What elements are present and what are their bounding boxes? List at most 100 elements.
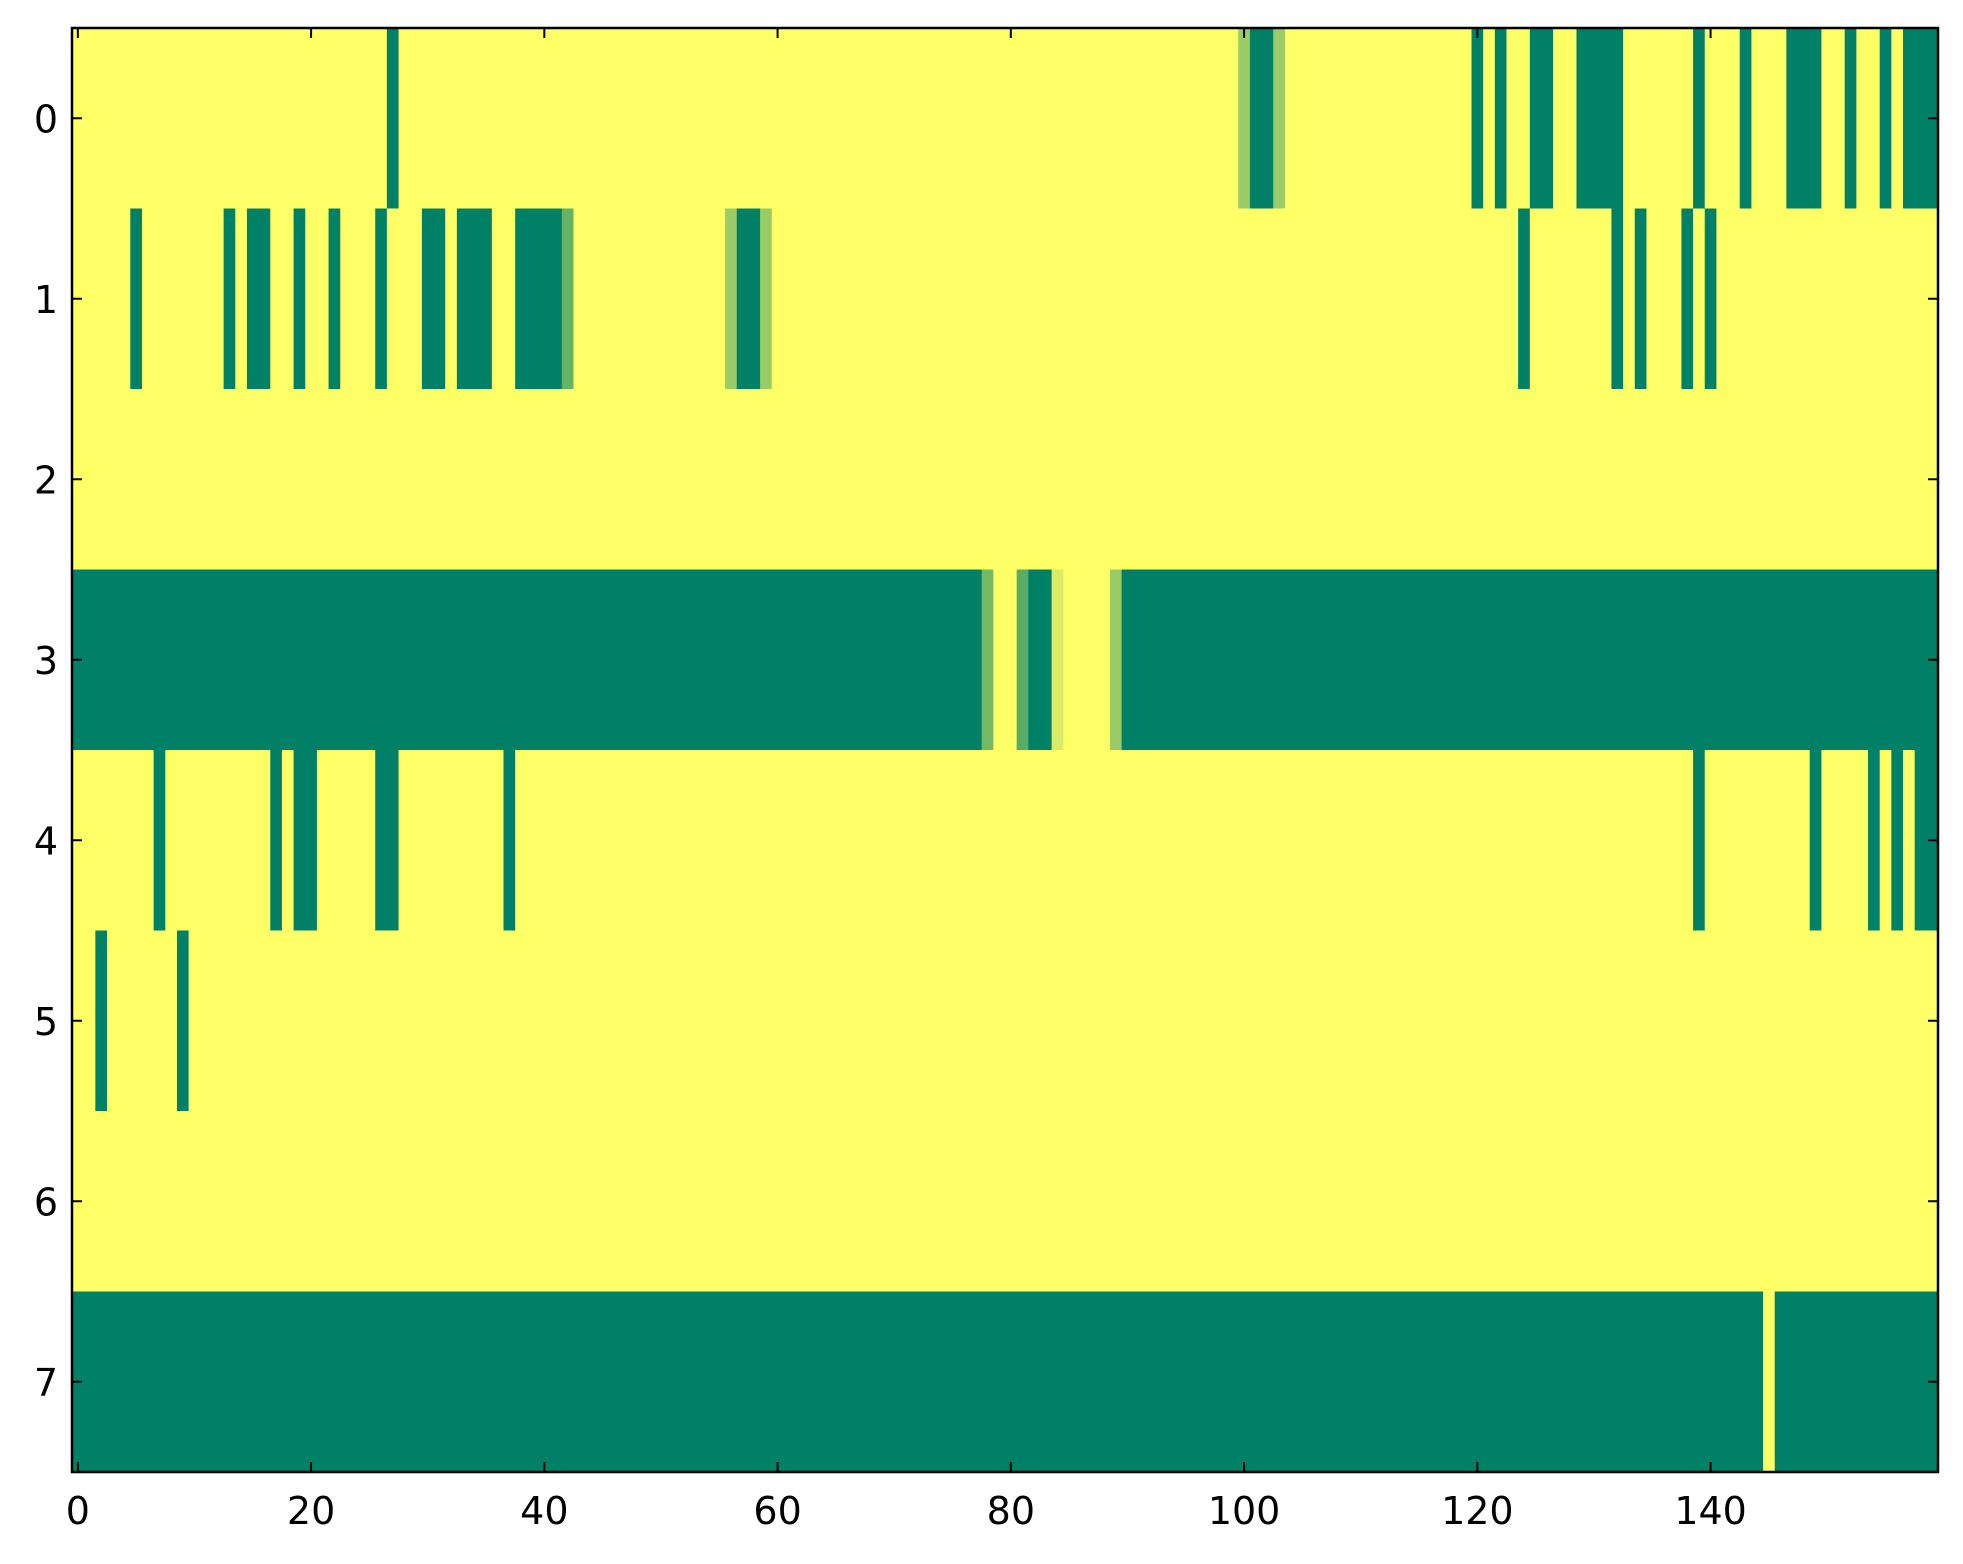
cell <box>468 569 481 751</box>
cell <box>561 208 575 390</box>
cell <box>141 389 155 571</box>
cell <box>83 930 96 1112</box>
cell <box>1261 569 1274 751</box>
cell <box>1308 1291 1321 1473</box>
cell <box>550 1111 563 1293</box>
cell <box>1529 569 1543 751</box>
cell <box>841 750 854 932</box>
cell <box>853 750 866 932</box>
cell <box>1763 208 1776 390</box>
cell <box>1296 208 1309 390</box>
cell <box>1296 569 1309 751</box>
cell <box>1763 569 1776 751</box>
cell <box>1016 930 1029 1112</box>
cell <box>1191 750 1204 932</box>
cell <box>1133 28 1146 210</box>
cell <box>701 1111 715 1293</box>
cell <box>1763 1291 1776 1473</box>
cell <box>200 208 213 390</box>
cell <box>1821 1291 1834 1473</box>
cell <box>1599 750 1613 932</box>
cell <box>340 28 353 210</box>
y-tick-label: 7 <box>34 1361 58 1405</box>
cell <box>270 1111 283 1293</box>
cell <box>1856 1111 1869 1293</box>
cell <box>1821 28 1834 210</box>
cell <box>1529 389 1543 571</box>
cell <box>1448 569 1461 751</box>
cell <box>1343 1111 1356 1293</box>
cell <box>748 569 761 751</box>
cell <box>83 208 96 390</box>
y-tick-label: 4 <box>34 819 58 863</box>
cell <box>316 1111 330 1293</box>
cell <box>865 569 878 751</box>
cell <box>433 28 446 210</box>
cell <box>1763 389 1776 571</box>
cell <box>340 208 353 390</box>
cell <box>666 750 680 932</box>
cell <box>573 28 586 210</box>
cell <box>760 930 773 1112</box>
cell <box>491 930 505 1112</box>
cell <box>1844 1291 1857 1473</box>
cell <box>596 930 610 1112</box>
cell <box>1809 389 1822 571</box>
cell <box>970 208 983 390</box>
cell <box>1179 1111 1193 1293</box>
cell <box>1098 389 1111 571</box>
cell <box>1051 208 1064 390</box>
cell <box>1156 208 1169 390</box>
cell <box>1319 750 1333 932</box>
cell <box>480 930 493 1112</box>
cell <box>1588 1111 1601 1293</box>
cell <box>468 1291 481 1473</box>
cell <box>608 569 621 751</box>
cell <box>1716 930 1729 1112</box>
cell <box>293 28 306 210</box>
cell <box>596 750 610 932</box>
cell <box>1518 1111 1531 1293</box>
cell <box>900 389 913 571</box>
cell <box>771 1291 785 1473</box>
cell <box>1891 389 1904 571</box>
cell <box>643 28 656 210</box>
cell <box>375 389 388 571</box>
cell <box>1144 1111 1158 1293</box>
cell <box>1704 1291 1718 1473</box>
cell <box>1413 569 1426 751</box>
cell <box>130 389 143 571</box>
cell <box>351 208 365 390</box>
cell <box>1238 569 1251 751</box>
cell <box>1028 1291 1041 1473</box>
cell <box>1693 28 1706 210</box>
cell <box>433 389 446 571</box>
cell <box>818 750 831 932</box>
cell <box>1378 750 1391 932</box>
cell <box>1261 930 1274 1112</box>
cell <box>1098 1111 1111 1293</box>
cell <box>1436 750 1449 932</box>
cell <box>398 750 411 932</box>
cell <box>806 930 819 1112</box>
cell <box>748 930 761 1112</box>
cell <box>363 208 376 390</box>
cell <box>1564 750 1578 932</box>
cell <box>1354 1291 1368 1473</box>
cell <box>853 28 866 210</box>
cell <box>1354 208 1368 390</box>
cell <box>1844 930 1857 1112</box>
cell <box>1774 28 1787 210</box>
cell <box>1296 389 1309 571</box>
y-tick-label: 2 <box>34 458 58 502</box>
cell <box>573 1111 586 1293</box>
cell <box>1634 28 1648 210</box>
cell <box>1378 930 1391 1112</box>
cell <box>1868 208 1881 390</box>
cell <box>1203 208 1216 390</box>
cell <box>1413 389 1426 571</box>
cell <box>1284 1111 1298 1293</box>
cell <box>1109 389 1123 571</box>
cell <box>223 930 236 1112</box>
